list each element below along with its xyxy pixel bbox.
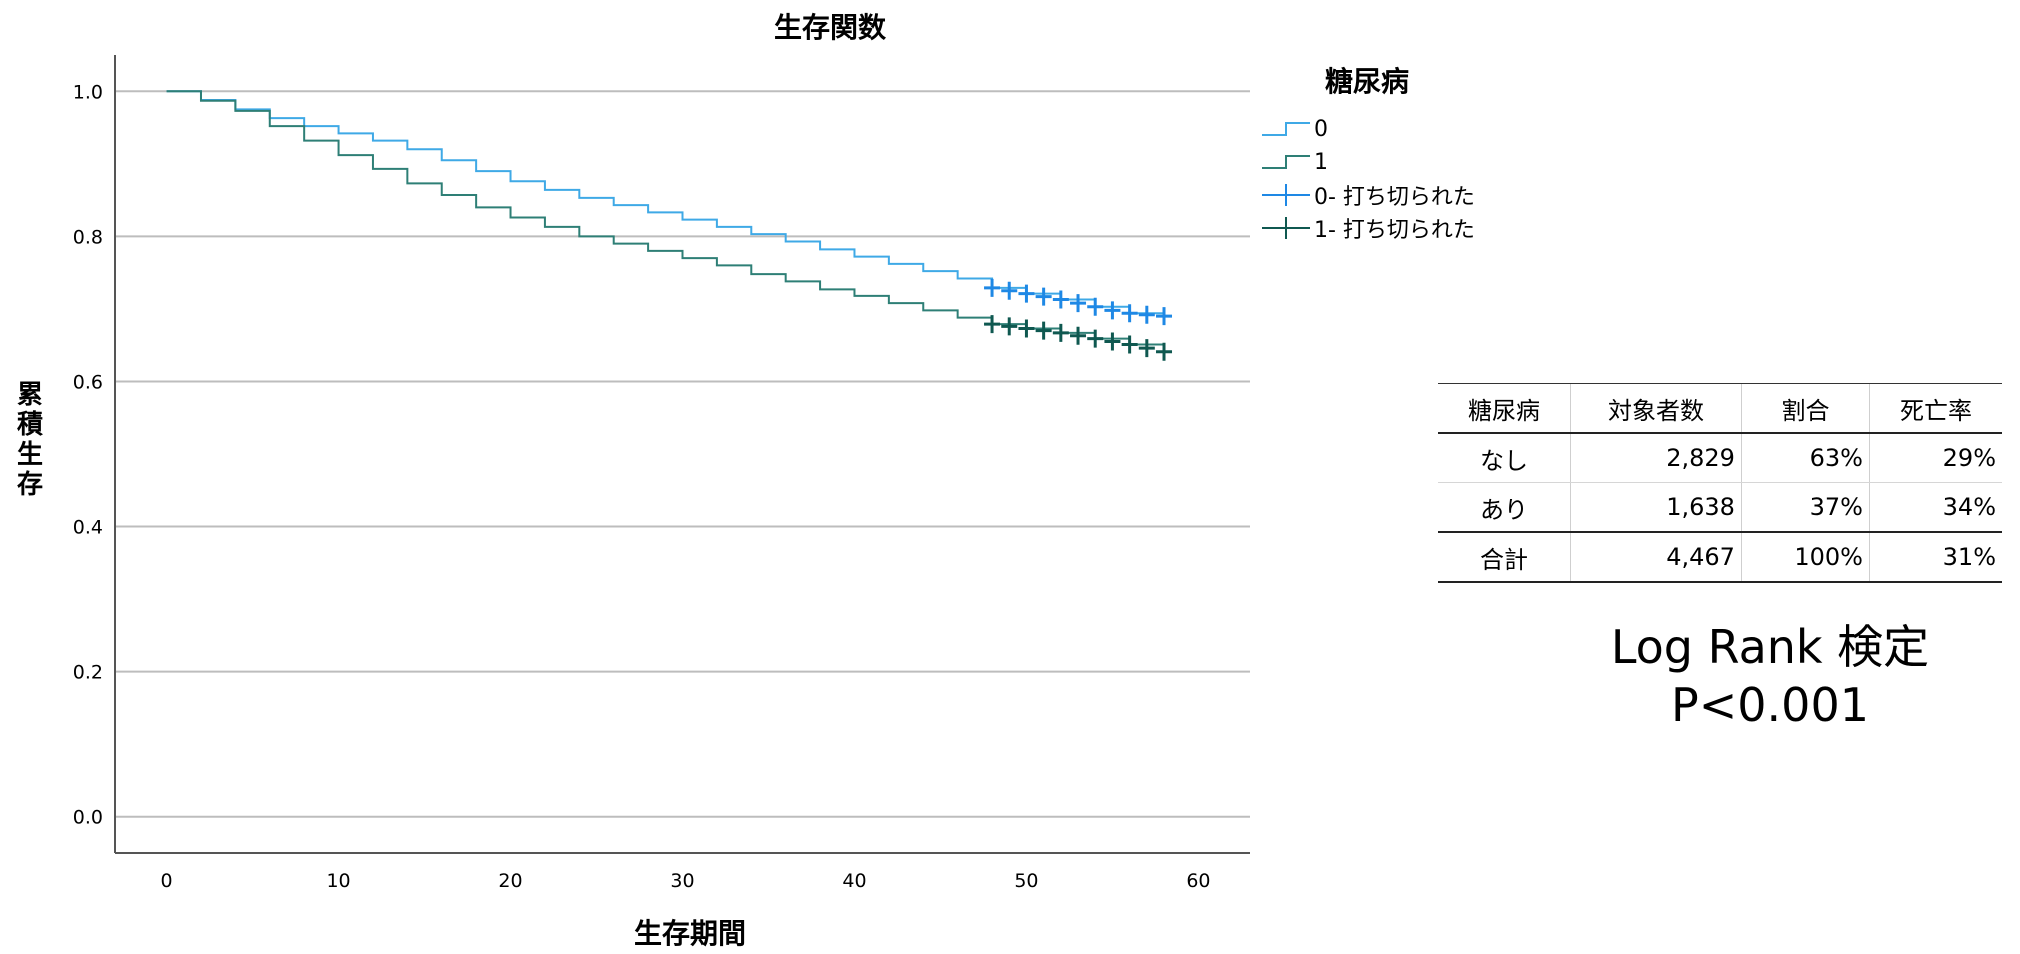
- table-cell: 29%: [1868, 433, 2002, 483]
- y-tick-label: 1.0: [73, 81, 103, 103]
- censor-mark: [1087, 297, 1104, 316]
- header-cell: 糖尿病: [1438, 383, 1571, 434]
- censor-mark: [1104, 301, 1121, 320]
- header-cell: 対象者数: [1570, 383, 1742, 434]
- censor-mark: [1156, 342, 1173, 361]
- table-cell: 63%: [1740, 433, 1870, 483]
- censor-mark: [1001, 281, 1018, 300]
- legend-label: 0: [1314, 116, 1328, 142]
- x-tick-label: 10: [326, 870, 350, 892]
- table-cell: 2,829: [1570, 433, 1742, 483]
- censor-cross-icon: [1262, 184, 1310, 206]
- table-cell: あり: [1438, 482, 1571, 533]
- y-axis-label: 累積生存: [16, 380, 43, 500]
- survival-curve-0: [166, 90, 1166, 317]
- censor-mark: [1001, 317, 1018, 336]
- table-cell: なし: [1438, 433, 1571, 483]
- legend-label: 1- 打ち切られた: [1314, 218, 1475, 243]
- x-tick-label: 0: [161, 870, 173, 892]
- step-line-icon: [1262, 155, 1310, 169]
- censor-mark: [984, 315, 1001, 334]
- table-cell: 4,467: [1570, 531, 1742, 583]
- censor-mark: [1052, 323, 1069, 342]
- summary-table: 糖尿病 対象者数 割合 死亡率 なし 2,829 63% 29% あり 1,63…: [1438, 383, 2002, 583]
- legend-title: 糖尿病: [1325, 65, 1410, 98]
- x-tick-label: 60: [1186, 870, 1210, 892]
- x-tick-label: 50: [1014, 870, 1038, 892]
- step-line-icon: [1262, 122, 1310, 136]
- log-rank-test: Log Rank 検定 P<0.001: [1570, 618, 1970, 734]
- censor-mark: [1087, 329, 1104, 348]
- y-tick-label: 0.2: [73, 662, 103, 684]
- table-row: なし 2,829 63% 29%: [1438, 433, 2002, 483]
- y-tick-label: 0.4: [73, 517, 103, 539]
- survival-chart: 0.0 0.2 0.4 0.6 0.8 1.0 0 10 20 30 40 50 60: [73, 55, 1250, 892]
- legend-label: 1: [1314, 149, 1328, 175]
- table-cell: 100%: [1740, 531, 1870, 583]
- chart-title: 生存関数: [773, 11, 886, 44]
- y-tick-label: 0.8: [73, 226, 103, 248]
- x-axis-label: 生存期間: [633, 917, 746, 950]
- survival-curve-1: [166, 90, 1166, 352]
- legend-label: 0- 打ち切られた: [1314, 185, 1475, 210]
- censor-mark: [1052, 290, 1069, 309]
- censor-mark: [1138, 305, 1155, 324]
- legend-item-censored-0: 0- 打ち切られた: [1260, 180, 1475, 210]
- test-p-value: P<0.001: [1671, 678, 1869, 732]
- table-cell: 合計: [1438, 531, 1571, 583]
- legend-item-1: 1: [1260, 147, 1328, 177]
- legend-item-0: 0: [1260, 114, 1328, 144]
- censor-mark: [1035, 287, 1052, 306]
- censor-mark: [1156, 307, 1173, 326]
- censor-mark: [1070, 326, 1087, 345]
- censor-mark: [1121, 304, 1138, 323]
- x-tick-label: 30: [670, 870, 694, 892]
- y-tick-label: 0.6: [73, 371, 103, 393]
- censor-cross-icon: [1262, 217, 1310, 239]
- y-tick-label: 0.0: [73, 807, 103, 829]
- censor-mark: [1138, 339, 1155, 358]
- censor-mark: [1018, 284, 1035, 303]
- header-cell: 割合: [1740, 383, 1870, 434]
- x-tick-label: 20: [498, 870, 522, 892]
- censor-mark: [1035, 321, 1052, 340]
- table-cell: 1,638: [1570, 482, 1742, 533]
- table-total-row: 合計 4,467 100% 31%: [1438, 531, 2002, 583]
- table-cell: 34%: [1868, 482, 2002, 533]
- x-tick-label: 40: [842, 870, 866, 892]
- table-cell: 31%: [1868, 531, 2002, 583]
- header-cell: 死亡率: [1868, 383, 2002, 434]
- censor-mark: [1070, 294, 1087, 313]
- legend-item-censored-1: 1- 打ち切られた: [1260, 213, 1475, 243]
- table-row: あり 1,638 37% 34%: [1438, 482, 2002, 533]
- table-header-row: 糖尿病 対象者数 割合 死亡率: [1438, 383, 2002, 434]
- censor-mark: [1104, 332, 1121, 351]
- table-cell: 37%: [1740, 482, 1870, 533]
- censor-mark: [1018, 319, 1035, 338]
- censor-mark: [984, 278, 1001, 297]
- test-name: Log Rank 検定: [1610, 620, 1930, 674]
- censor-mark: [1121, 335, 1138, 354]
